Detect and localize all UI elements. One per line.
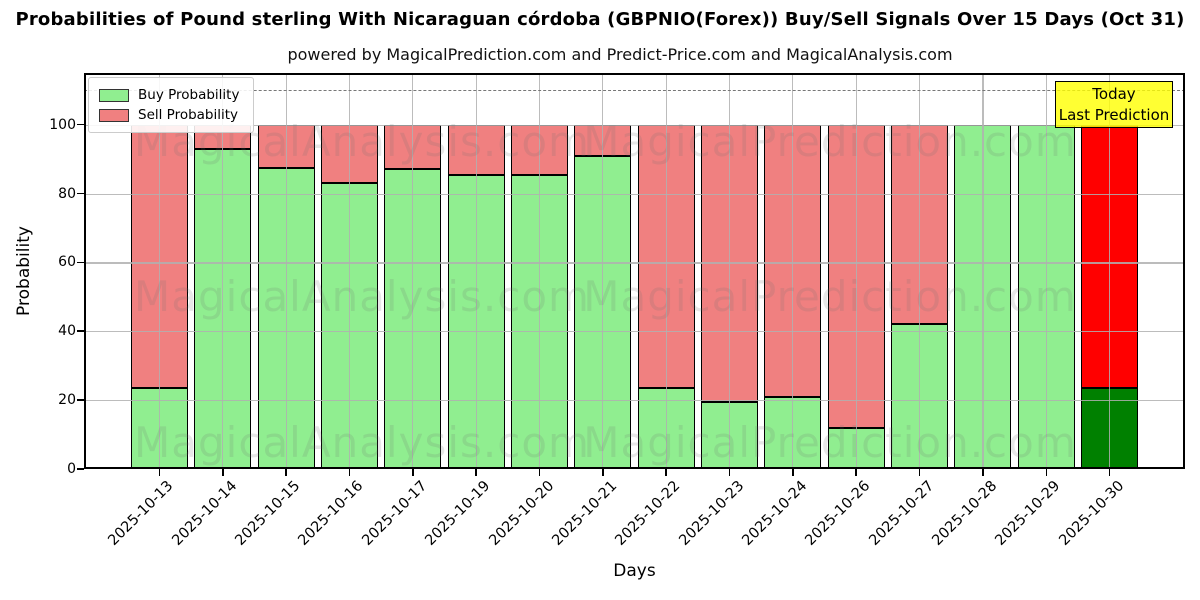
- x-tick-mark: [918, 469, 921, 476]
- watermark-text: MagicalAnalysis.com: [134, 272, 590, 321]
- gridline-horizontal: [84, 400, 1185, 402]
- gridline-vertical: [982, 73, 984, 469]
- gridline-vertical: [348, 73, 351, 469]
- gridline-vertical: [1109, 73, 1111, 469]
- y-tick-label: 20: [58, 392, 76, 409]
- gridline-vertical: [919, 73, 921, 469]
- spine-top: [84, 73, 1185, 75]
- y-tick-label: 40: [58, 323, 76, 340]
- gridline-vertical: [412, 73, 414, 469]
- watermark-layer: MagicalAnalysis.com MagicalPrediction.com…: [84, 73, 1185, 469]
- gridline-vertical: [665, 73, 667, 469]
- x-tick-mark: [792, 469, 794, 476]
- legend-item-sell: Sell Probability: [99, 105, 239, 125]
- x-tick-mark: [412, 469, 414, 476]
- gridline-horizontal: [84, 193, 1185, 195]
- y-tick-mark: [77, 468, 84, 470]
- x-tick-mark: [158, 469, 161, 476]
- watermark-text: MagicalAnalysis.com: [134, 418, 590, 467]
- y-tick-mark: [77, 123, 84, 126]
- gridline-horizontal: [84, 331, 1185, 333]
- gridline-vertical: [855, 73, 857, 469]
- annotation-line-today: Today: [1092, 85, 1136, 103]
- y-tick-label: 0: [67, 461, 76, 477]
- y-tick-mark: [77, 330, 84, 333]
- gridline-vertical: [285, 73, 287, 469]
- sell-swatch-icon: [99, 108, 129, 122]
- y-tick-label: 100: [49, 116, 76, 133]
- plot-area: MagicalAnalysis.com MagicalPrediction.com…: [84, 73, 1185, 469]
- y-tick-label: 80: [58, 185, 76, 202]
- gridline-vertical: [475, 73, 477, 469]
- buy-swatch-icon: [99, 88, 129, 102]
- y-tick-mark: [77, 261, 84, 264]
- today-annotation-box: Today Last Prediction: [1055, 81, 1173, 128]
- gridline-horizontal: [84, 262, 1185, 264]
- legend: Buy Probability Sell Probability: [88, 77, 255, 133]
- annotation-line-last-prediction: Last Prediction: [1058, 106, 1170, 124]
- x-axis-label: Days: [613, 561, 656, 581]
- gridline-vertical: [538, 73, 541, 469]
- x-tick-mark: [1108, 469, 1111, 476]
- x-tick-mark: [285, 469, 287, 476]
- gridline-vertical: [1045, 73, 1047, 469]
- y-tick-mark: [77, 399, 84, 401]
- chart-title: Probabilities of Pound sterling With Nic…: [15, 9, 1185, 30]
- y-tick-mark: [77, 192, 84, 195]
- x-tick-mark: [665, 469, 667, 476]
- y-tick-label: 60: [58, 254, 76, 271]
- gridline-vertical: [222, 73, 224, 469]
- legend-label-sell: Sell Probability: [138, 107, 239, 123]
- legend-label-buy: Buy Probability: [138, 87, 240, 103]
- spine-left: [84, 73, 86, 469]
- x-tick-mark: [221, 469, 224, 476]
- x-tick-mark: [1045, 469, 1048, 476]
- gridline-vertical: [602, 73, 604, 469]
- grid-layer: [84, 73, 1185, 469]
- x-tick-mark: [602, 469, 604, 476]
- gridline-vertical: [728, 73, 731, 469]
- spine-bottom: [84, 467, 1185, 469]
- legend-item-buy: Buy Probability: [99, 85, 239, 105]
- spine-right: [1183, 73, 1185, 469]
- watermark-text: MagicalPrediction.com: [583, 117, 1077, 166]
- chart-subtitle: powered by MagicalPrediction.com and Pre…: [287, 45, 953, 64]
- x-tick-mark: [855, 469, 858, 476]
- x-tick-mark: [982, 469, 984, 476]
- gridline-vertical: [158, 73, 160, 469]
- x-tick-mark: [348, 469, 351, 476]
- x-tick-mark: [728, 469, 731, 476]
- x-tick-mark: [538, 469, 541, 476]
- watermark-text: MagicalPrediction.com: [583, 418, 1077, 467]
- gridline-vertical: [792, 73, 794, 469]
- watermark-text: MagicalPrediction.com: [583, 272, 1077, 321]
- x-tick-mark: [475, 469, 477, 476]
- dashed-threshold-line: [84, 90, 1185, 92]
- axes-spines: [84, 73, 1185, 469]
- gridline-horizontal: [84, 124, 1185, 126]
